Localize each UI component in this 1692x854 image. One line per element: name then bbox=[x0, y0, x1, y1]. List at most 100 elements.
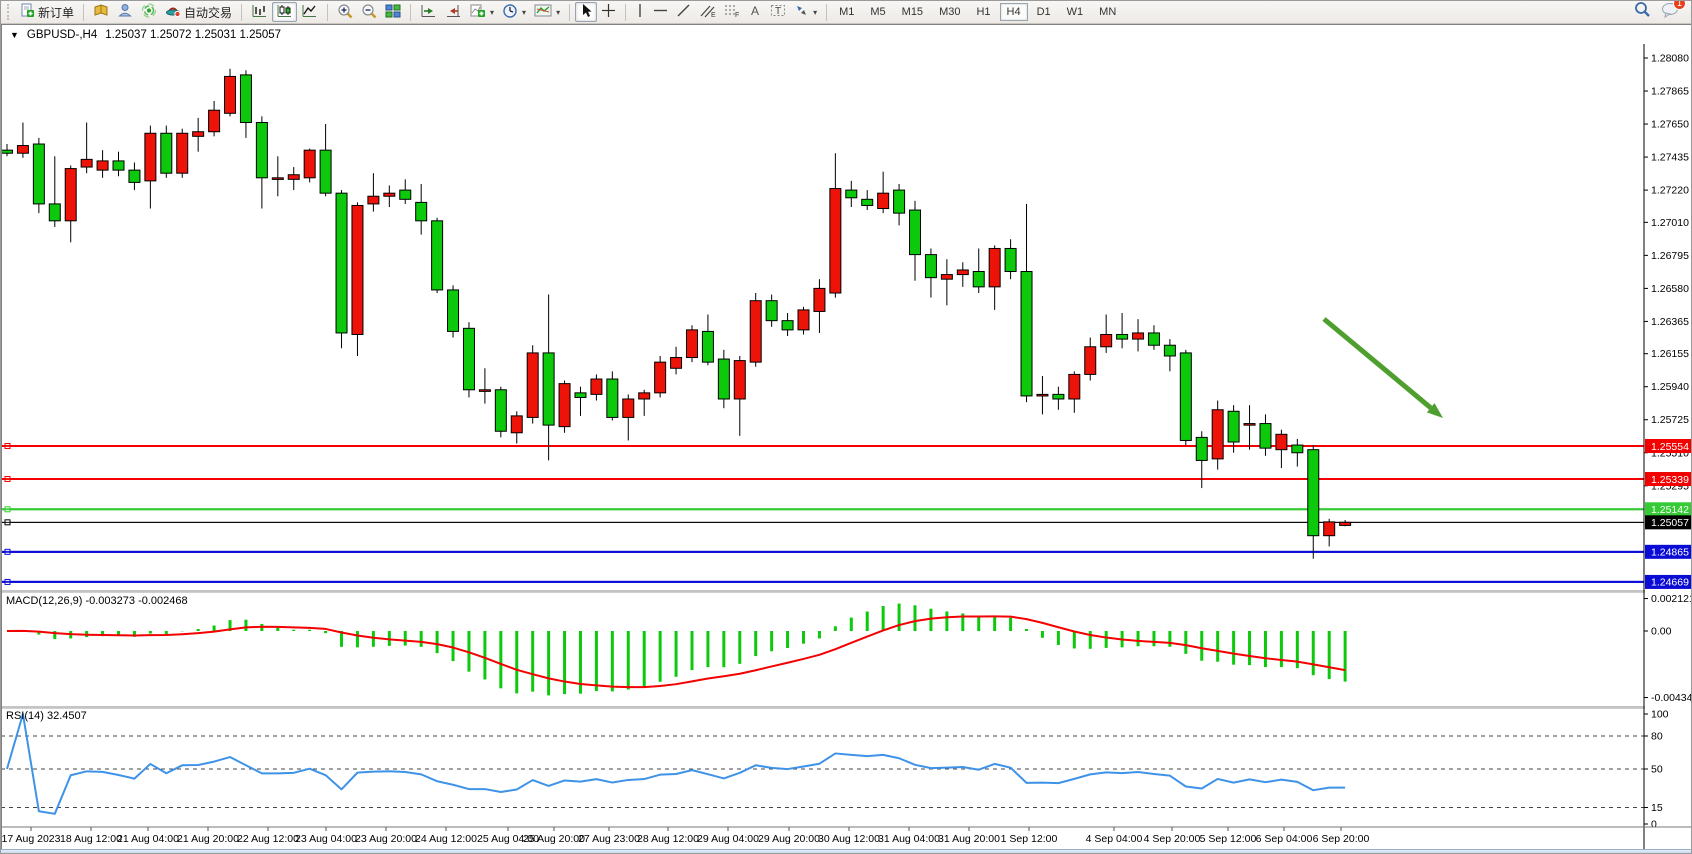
new-order-icon bbox=[20, 3, 35, 21]
svg-text:18 Aug 12:00: 18 Aug 12:00 bbox=[60, 833, 122, 845]
trendline-tool-button[interactable] bbox=[672, 2, 695, 22]
line-chart-mode-button[interactable] bbox=[297, 2, 322, 22]
svg-text:29 Aug 20:00: 29 Aug 20:00 bbox=[758, 833, 820, 845]
indicators-icon bbox=[470, 3, 486, 21]
svg-text:23 Aug 20:00: 23 Aug 20:00 bbox=[355, 833, 417, 845]
signals-button[interactable] bbox=[137, 2, 161, 22]
notifications-icon[interactable]: 1 bbox=[1661, 1, 1686, 23]
toolbar-grip[interactable] bbox=[7, 4, 12, 20]
price-axis[interactable]: 1.28080 1.27865 1.27650 1.27435 1.27220 1.270… bbox=[1643, 44, 1692, 849]
zoom-out-button[interactable] bbox=[357, 2, 381, 22]
auto-scroll-button[interactable] bbox=[416, 2, 441, 22]
trendline-icon bbox=[676, 3, 691, 21]
svg-text:28 Aug 12:00: 28 Aug 12:00 bbox=[637, 833, 699, 845]
macd-label: MACD(12,26,9) -0.003273 -0.002468 bbox=[6, 595, 188, 607]
new-order-button[interactable]: 新订单 bbox=[16, 2, 78, 22]
timeframe-button-mn[interactable]: MN bbox=[1099, 6, 1117, 18]
svg-text:24 Aug 12:00: 24 Aug 12:00 bbox=[415, 833, 477, 845]
svg-text:E: E bbox=[711, 12, 716, 18]
text-tool-button[interactable]: A bbox=[745, 2, 766, 22]
chart-title: GBPUSD-,H4 bbox=[26, 28, 98, 41]
fibonacci-tool-button[interactable]: F bbox=[720, 2, 745, 22]
timeframe-button-w1[interactable]: W1 bbox=[1066, 6, 1084, 18]
rsi-label: RSI(14) 32.4507 bbox=[6, 710, 87, 722]
svg-text:1.27650: 1.27650 bbox=[1651, 119, 1689, 131]
svg-text:0.002121: 0.002121 bbox=[1651, 593, 1692, 605]
svg-text:1.24865: 1.24865 bbox=[1651, 547, 1689, 559]
candlestick-icon bbox=[276, 3, 293, 22]
horizontal-line-icon bbox=[653, 3, 668, 21]
chart-shift-icon bbox=[445, 3, 462, 22]
svg-text:1.27010: 1.27010 bbox=[1651, 217, 1689, 229]
svg-text:30 Aug 12:00: 30 Aug 12:00 bbox=[818, 833, 880, 845]
timeframe-button-m1[interactable]: M1 bbox=[839, 6, 855, 18]
timeframe-button-m15[interactable]: M15 bbox=[901, 6, 924, 18]
horizontal-line-tool-button[interactable] bbox=[649, 2, 672, 22]
toolbar-separator bbox=[410, 3, 412, 21]
svg-text:1.26365: 1.26365 bbox=[1651, 316, 1689, 328]
chart-window-header: ▼ GBPUSD-,H4 1.25037 1.25072 1.25031 1.2… bbox=[1, 24, 1691, 44]
timeframe-button-h1[interactable]: H1 bbox=[976, 6, 991, 18]
trend-arrow-annotation[interactable] bbox=[1322, 317, 1443, 418]
label-tool-button[interactable]: T bbox=[766, 2, 790, 22]
candlestick-mode-button[interactable] bbox=[272, 2, 298, 22]
svg-text:23 Aug 04:00: 23 Aug 04:00 bbox=[295, 833, 357, 845]
auto-trading-button[interactable]: 自动交易 bbox=[161, 2, 236, 22]
svg-text:F: F bbox=[735, 12, 739, 18]
templates-button[interactable]: ▾ bbox=[530, 2, 564, 22]
shapes-arrows-icon bbox=[794, 3, 809, 21]
svg-text:0: 0 bbox=[1651, 819, 1657, 831]
toolbar-separator bbox=[241, 3, 243, 21]
history-center-button[interactable] bbox=[89, 2, 113, 22]
indicators-button[interactable]: ▾ bbox=[466, 2, 498, 22]
bar-chart-mode-button[interactable] bbox=[247, 2, 272, 22]
timeframe-button-h4[interactable]: H4 bbox=[999, 3, 1028, 21]
cursor-button[interactable] bbox=[575, 2, 598, 22]
svg-text:1 Sep 12:00: 1 Sep 12:00 bbox=[1001, 833, 1058, 845]
svg-text:22 Aug 12:00: 22 Aug 12:00 bbox=[237, 833, 299, 845]
svg-text:1.25057: 1.25057 bbox=[1651, 517, 1689, 529]
timeframe-button-d1[interactable]: D1 bbox=[1036, 6, 1051, 18]
toolbar-separator bbox=[569, 3, 571, 21]
chart-shift-button[interactable] bbox=[441, 2, 466, 22]
tile-windows-button[interactable] bbox=[381, 2, 405, 22]
person-icon bbox=[117, 3, 133, 21]
profile-button[interactable] bbox=[113, 2, 137, 22]
timeframe-button-m5[interactable]: M5 bbox=[870, 6, 886, 18]
svg-text:1.26155: 1.26155 bbox=[1651, 348, 1689, 360]
horizontal-line-objects[interactable] bbox=[1, 442, 1644, 585]
svg-text:1.25554: 1.25554 bbox=[1651, 441, 1689, 453]
svg-text:1.26580: 1.26580 bbox=[1651, 283, 1689, 295]
crosshair-button[interactable] bbox=[597, 2, 620, 22]
svg-text:29 Aug 04:00: 29 Aug 04:00 bbox=[697, 833, 759, 845]
cursor-arrow-icon bbox=[579, 3, 593, 21]
zoom-in-button[interactable] bbox=[333, 2, 357, 22]
status-strip bbox=[1, 849, 1691, 853]
svg-text:4 Sep 20:00: 4 Sep 20:00 bbox=[1144, 833, 1201, 845]
chart-menu-dropdown-icon[interactable]: ▼ bbox=[10, 29, 19, 40]
ohlc-bars-icon bbox=[251, 3, 268, 22]
svg-text:1.24669: 1.24669 bbox=[1651, 577, 1689, 589]
svg-text:80: 80 bbox=[1651, 731, 1663, 743]
clock-icon bbox=[502, 3, 518, 22]
chart-ohlc-values: 1.25037 1.25072 1.25031 1.25057 bbox=[105, 28, 282, 41]
vertical-line-tool-button[interactable] bbox=[631, 2, 649, 22]
svg-text:6 Sep 20:00: 6 Sep 20:00 bbox=[1313, 833, 1370, 845]
time-axis[interactable]: 17 Aug 2023 18 Aug 12:0021 Aug 04:0021 Au… bbox=[1, 826, 1692, 845]
channel-tool-button[interactable]: E bbox=[695, 2, 720, 22]
search-icon[interactable] bbox=[1634, 1, 1651, 23]
dropdown-caret-icon: ▾ bbox=[490, 7, 495, 17]
arrows-tool-button[interactable]: ▾ bbox=[790, 2, 821, 22]
svg-text:1.28080: 1.28080 bbox=[1651, 53, 1689, 65]
auto-scroll-icon bbox=[420, 3, 437, 22]
svg-text:27 Aug 23:00: 27 Aug 23:00 bbox=[578, 833, 640, 845]
text-icon: A bbox=[749, 3, 762, 21]
periods-button[interactable]: ▾ bbox=[498, 2, 530, 22]
chart-canvas[interactable]: MACD(12,26,9) -0.003273 -0.002468 RSI(14)… bbox=[1, 44, 1692, 854]
timeframe-button-m30[interactable]: M30 bbox=[939, 6, 961, 18]
panel-separators[interactable] bbox=[1, 590, 1692, 709]
svg-text:1.27865: 1.27865 bbox=[1651, 86, 1689, 98]
macd-panel: MACD(12,26,9) -0.003273 -0.002468 bbox=[6, 595, 1347, 696]
